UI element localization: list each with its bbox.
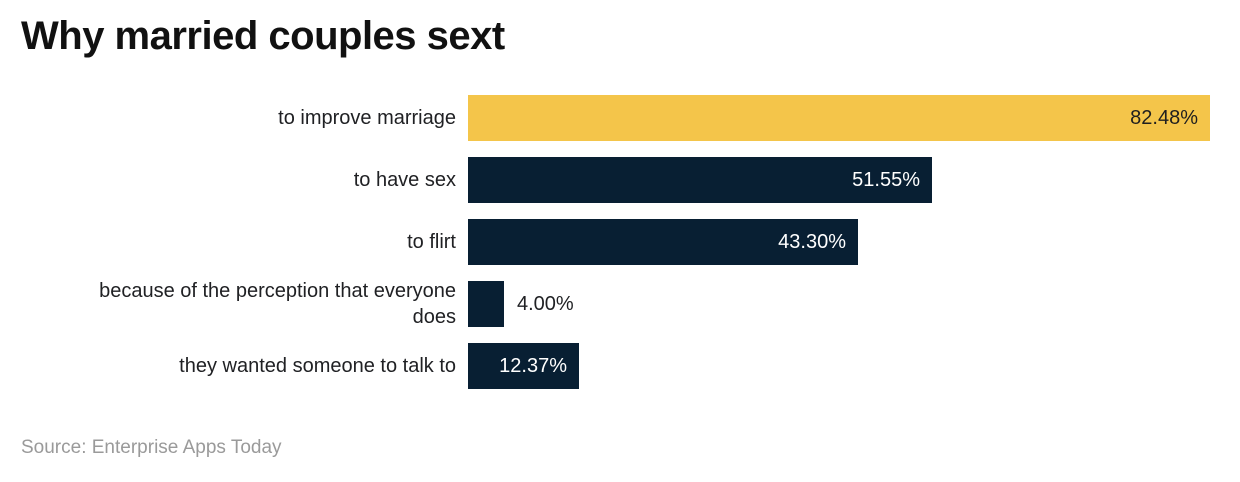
source-attribution: Source: Enterprise Apps Today xyxy=(21,437,282,458)
bar-row: because of the perception that everyone … xyxy=(0,280,1240,328)
bar-chart-plot-area: to improve marriage 82.48% to have sex 5… xyxy=(0,95,1240,405)
value-label: 43.30% xyxy=(778,230,846,253)
bar-area: 4.00% xyxy=(468,281,1240,327)
chart-title: Why married couples sext xyxy=(21,14,505,58)
category-label: to have sex xyxy=(353,169,456,191)
category-label: to flirt xyxy=(407,231,456,253)
bar-area: 51.55% xyxy=(468,157,1240,203)
bar: 12.37% xyxy=(468,343,579,389)
category-label: to improve marriage xyxy=(278,107,456,129)
bar: 43.30% xyxy=(468,219,858,265)
bar-area: 43.30% xyxy=(468,219,1240,265)
bar-area: 82.48% xyxy=(468,95,1240,141)
bar: 82.48% xyxy=(468,95,1210,141)
value-label: 4.00% xyxy=(517,292,574,315)
bar-row: to have sex 51.55% xyxy=(0,157,1240,203)
bar-area: 12.37% xyxy=(468,343,1240,389)
bar-row: to flirt 43.30% xyxy=(0,219,1240,265)
bar: 51.55% xyxy=(468,157,932,203)
value-label: 12.37% xyxy=(499,354,567,377)
bar-row: to improve marriage 82.48% xyxy=(0,95,1240,141)
bar xyxy=(468,281,504,327)
bar-row: they wanted someone to talk to 12.37% xyxy=(0,343,1240,389)
value-label: 51.55% xyxy=(852,168,920,191)
category-label: because of the perception that everyone … xyxy=(99,280,456,328)
category-label: they wanted someone to talk to xyxy=(179,355,456,377)
value-label: 82.48% xyxy=(1130,106,1198,129)
